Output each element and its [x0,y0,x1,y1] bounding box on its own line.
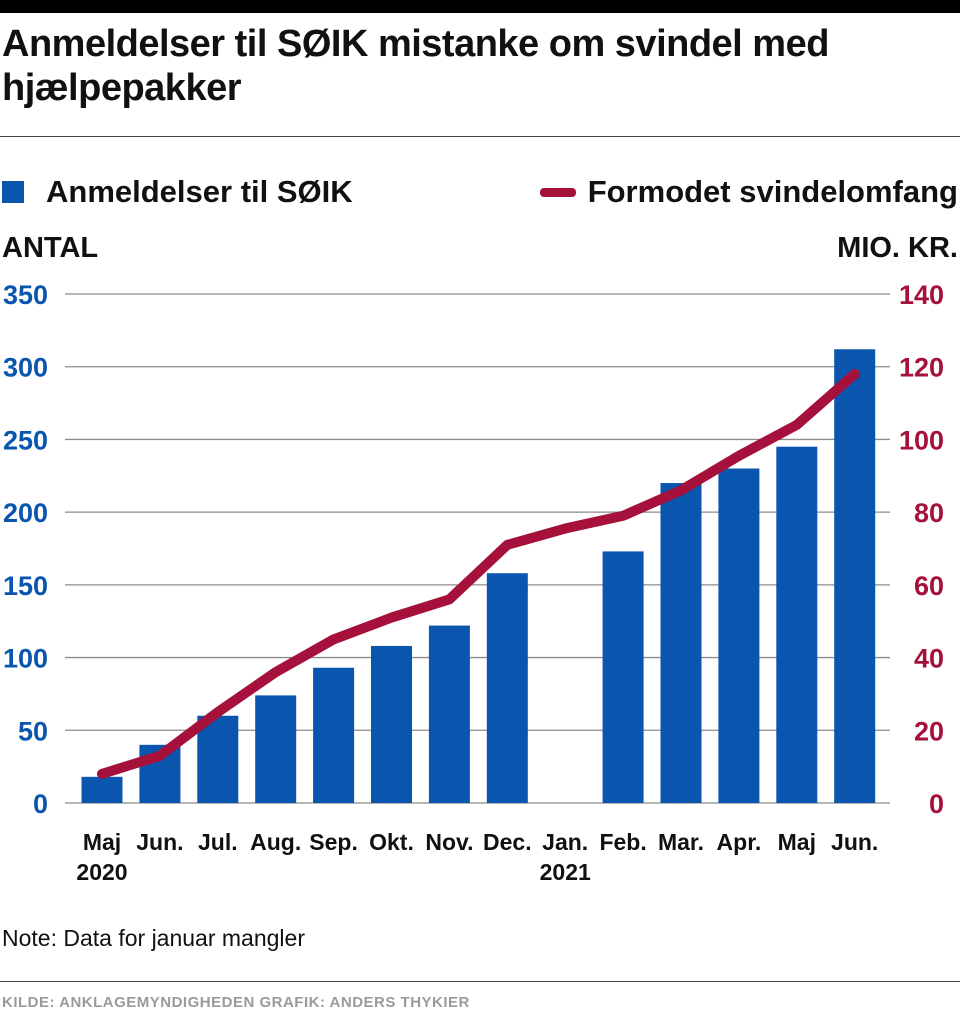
right-tick-label: 60 [914,571,944,601]
bar [660,483,702,803]
x-tick-label: Maj [83,829,121,855]
legend-bar-swatch [2,181,24,203]
x-tick-label: Jun. [831,829,878,855]
chart-note: Note: Data for januar mangler [2,925,305,951]
left-axis-unit: ANTAL [2,232,99,264]
bar [486,573,528,803]
bar [81,776,123,803]
right-tick-label: 0 [929,789,944,819]
legend-bars-label: Anmeldelser til SØIK [46,174,353,209]
x-axis-labels: Maj 2020 Jun. Jul. Aug. Sep. Okt. Nov. Dec. Jan. 2… [76,829,878,885]
right-axis-ticks: 0 20 40 60 80 100 120 140 [899,280,944,819]
right-tick-label: 40 [914,644,944,674]
x-tick-label: Jan. [542,829,588,855]
legend-line-swatch [539,187,576,197]
chart-title: Anmeldelser til SØIK mistanke om svindel… [2,23,829,109]
left-tick-label: 350 [3,280,48,310]
left-tick-label: 50 [18,716,48,746]
right-tick-label: 100 [899,425,944,455]
x-tick-label: Jun. [136,829,183,855]
grid-lines [65,293,890,804]
legend-bars: Anmeldelser til SØIK [2,172,353,212]
left-tick-label: 200 [3,498,48,528]
x-tick-label: Mar. [658,829,704,855]
x-year-label: 2020 [76,859,127,885]
bar [255,695,297,803]
left-tick-label: 250 [3,425,48,455]
left-tick-label: 100 [3,644,48,674]
combo-chart: 0 50 100 150 200 250 300 350 0 20 40 60 80 100 120 140… [3,280,944,885]
x-tick-label: Sep. [309,829,358,855]
x-tick-label: Feb. [599,829,646,855]
right-axis-unit: MIO. KR. [837,232,958,264]
legend-line-label: Formodet svindelomfang [587,174,958,209]
x-tick-label: Maj [778,829,816,855]
bar [197,715,239,803]
right-tick-label: 80 [914,498,944,528]
right-tick-label: 120 [899,353,944,383]
left-tick-label: 300 [3,353,48,383]
legend-line: Formodet svindelomfang [539,172,958,212]
bar [834,349,876,803]
right-tick-label: 140 [899,280,944,310]
bar [428,625,470,803]
footer-divider [0,981,960,982]
bar [371,645,412,803]
line-series [97,368,860,779]
bar [602,551,644,803]
bar-series [81,349,876,803]
bar [776,446,818,803]
left-axis-ticks: 0 50 100 150 200 250 300 350 [3,280,48,819]
x-tick-label: Jul. [198,829,238,855]
bar [718,468,760,803]
x-tick-label: Dec. [483,829,532,855]
top-bar [0,0,960,13]
x-tick-label: Nov. [425,829,473,855]
x-tick-label: Apr. [717,829,762,855]
title-divider [0,136,960,137]
x-tick-label: Aug. [250,829,301,855]
svindel-line [97,368,860,779]
left-tick-label: 0 [33,789,48,819]
x-tick-label: Okt. [369,829,414,855]
bar [313,667,355,803]
left-tick-label: 150 [3,571,48,601]
source-credit: KILDE: ANKLAGEMYNDIGHEDEN GRAFIK: ANDERS… [2,994,470,1011]
right-tick-label: 20 [914,716,944,746]
x-year-label: 2021 [540,859,591,885]
